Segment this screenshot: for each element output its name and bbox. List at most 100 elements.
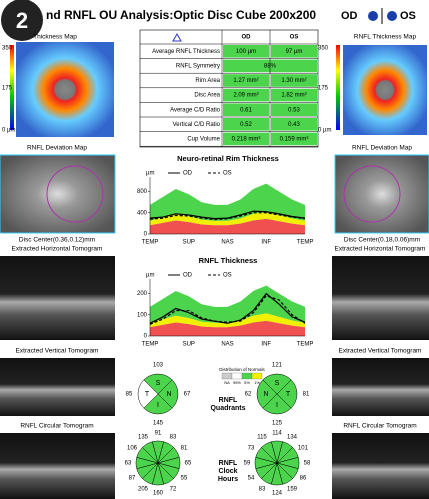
label: Thickness Map — [33, 34, 77, 41]
quadrant-value: 85 — [126, 392, 133, 398]
legend-swatch — [242, 373, 252, 379]
horizontal-tomogram — [0, 256, 115, 340]
unit: µm — [146, 273, 154, 279]
y-tick-label: 400 — [137, 210, 148, 216]
deviation-map — [335, 155, 429, 233]
clock-value: 55 — [181, 476, 188, 482]
clock-value: 115 — [257, 435, 267, 441]
label: Extracted Vertical Tomogram — [339, 348, 422, 355]
badge-number: 2 — [16, 8, 28, 33]
quadrant-letter: T — [145, 391, 150, 398]
quadrant-letter: T — [286, 391, 291, 398]
quadrant-letter: S — [275, 380, 280, 387]
row-label: Average C/D Ratio — [170, 107, 221, 113]
cell-value: 1.30 mm² — [281, 78, 306, 84]
clock-value: 205 — [138, 487, 149, 493]
clock-value: 91 — [155, 431, 162, 437]
clock-value: 83 — [170, 435, 177, 441]
column-header: OD — [242, 35, 252, 41]
legend-title: Distribution of Normals — [219, 367, 265, 372]
legend-swatch — [232, 373, 242, 379]
cell-value: 2.09 mm² — [233, 93, 258, 99]
quadrant-value: 121 — [272, 363, 283, 369]
legend-label: 95% — [233, 380, 241, 385]
vertical-tomogram — [332, 358, 429, 416]
x-tick-label: SUP — [183, 240, 195, 246]
y-tick-label: 100 — [137, 312, 148, 318]
x-tick-label: TEMP — [142, 342, 159, 348]
scale-tick: 0 µm — [2, 128, 15, 134]
cell-value: 100 µm — [236, 49, 256, 55]
legend-label: OD — [183, 171, 193, 177]
os-label: OS — [400, 10, 416, 22]
x-tick-label: INF — [261, 240, 271, 246]
title: nd RNFL OU Analysis:Optic Disc Cube 200x… — [46, 8, 316, 22]
quadrant-value: 125 — [272, 421, 283, 427]
label: RNFL Deviation Map — [352, 145, 412, 152]
cell-value: 0.52 — [240, 122, 252, 128]
row-label: Vertical C/D Ratio — [173, 122, 221, 128]
od-label: OD — [341, 10, 358, 22]
quadrant-value: 81 — [303, 392, 310, 398]
cell-value: 97 µm — [286, 49, 303, 55]
row-label: RNFL Symmetry — [176, 63, 220, 69]
clock-value: 159 — [287, 487, 298, 493]
cell-value: 0.61 — [240, 107, 252, 113]
legend-swatch — [252, 373, 262, 379]
clock-value: 72 — [170, 487, 177, 493]
row-label: Disc Area — [194, 93, 220, 99]
clock-value: 160 — [153, 491, 164, 497]
clock-value: 134 — [287, 435, 298, 441]
x-tick-label: TEMP — [297, 240, 314, 246]
clock-value: 86 — [300, 476, 307, 482]
x-tick-label: SUP — [183, 342, 195, 348]
clock-value: 54 — [248, 476, 255, 482]
label: Extracted Vertical Tomogram — [16, 348, 99, 355]
cell-value: 0.218 mm³ — [232, 136, 261, 142]
chart-title: Neuro-retinal Rim Thickness — [177, 154, 279, 163]
legend-label: 5% — [244, 380, 250, 385]
clock-value: 124 — [272, 491, 283, 497]
row-label: Cup Volume — [187, 136, 220, 142]
legend-label: OD — [183, 273, 193, 279]
scale-tick: 350 — [318, 46, 329, 52]
scale-tick: 175 — [318, 86, 329, 92]
x-tick-label: NAS — [221, 240, 233, 246]
x-tick-label: TEMP — [142, 240, 159, 246]
clock-value: 101 — [298, 446, 309, 452]
unit: µm — [146, 171, 154, 177]
label: Extracted Horizontal Tomogram — [335, 246, 426, 253]
od-dot — [368, 11, 378, 21]
quadrant-value: 67 — [184, 392, 191, 398]
clock-value: 65 — [185, 461, 192, 467]
y-tick-label: 800 — [137, 189, 148, 195]
cell-value: 1.82 mm² — [281, 93, 306, 99]
quadrant-letter: I — [157, 402, 159, 409]
clock-value: 114 — [272, 431, 282, 437]
quadrant-letter: I — [276, 402, 278, 409]
column-header: OS — [290, 35, 299, 41]
clock-value: 58 — [304, 461, 311, 467]
y-tick-label: 0 — [144, 232, 148, 238]
clock-value: 63 — [125, 461, 132, 467]
horizontal-tomogram — [332, 256, 429, 340]
legend-swatch — [222, 373, 232, 379]
label: RNFL Thickness Map — [354, 34, 417, 41]
chart-title: RNFL Thickness — [199, 256, 258, 265]
cell-value: 0.43 — [288, 122, 300, 128]
quadrant-value: 145 — [153, 421, 164, 427]
x-tick-label: NAS — [221, 342, 233, 348]
color-scale — [336, 45, 340, 130]
quadrant-value: 103 — [153, 363, 164, 369]
clock-value: 73 — [248, 446, 255, 452]
quadrant-letter: N — [166, 391, 171, 398]
deviation-map — [0, 155, 115, 233]
clock-value: 59 — [244, 461, 251, 467]
row-label: Rim Area — [195, 78, 220, 84]
thickness-map — [16, 42, 114, 137]
y-tick-label: 200 — [137, 291, 148, 297]
scale-tick: 350 — [2, 46, 13, 52]
label: RNFL Deviation Map — [27, 145, 87, 152]
thickness-map — [343, 45, 427, 135]
